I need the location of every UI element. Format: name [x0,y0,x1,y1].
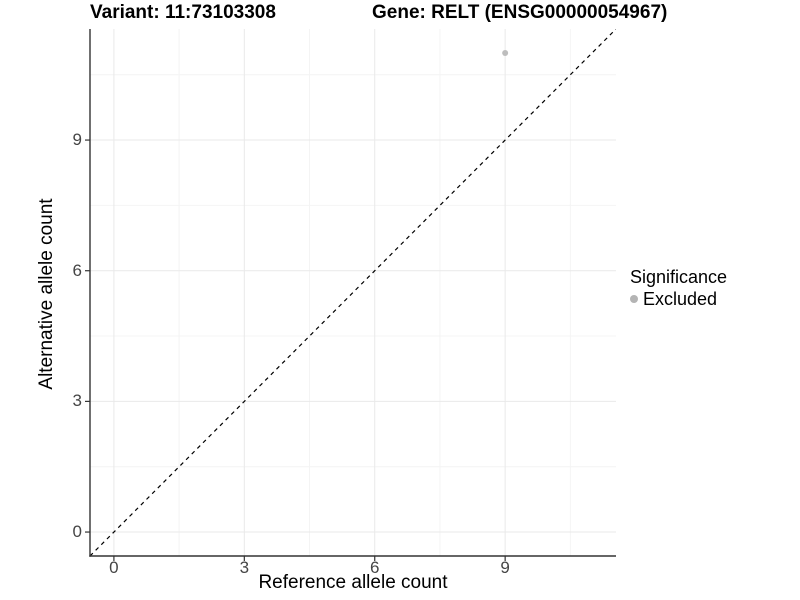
x-tick-label: 3 [239,558,250,577]
legend-item-label: Excluded [643,289,718,309]
plot-title-variant: Variant: 11:73103308 [90,2,276,23]
identity-dashed-line [90,29,616,556]
legend: Significance Excluded [630,266,727,310]
legend-point-icon [630,295,638,303]
legend-items: Excluded [630,288,727,310]
x-axis-title: Reference allele count [258,572,448,593]
data-point[interactable] [502,49,509,56]
y-tick-label: 3 [72,391,82,411]
y-tick-label: 0 [72,522,82,542]
x-tick-label: 6 [370,558,380,577]
plot-title-gene: Gene: RELT (ENSG00000054967) [372,2,668,23]
legend-item[interactable]: Excluded [630,288,727,310]
x-tick-label: 0 [109,558,119,577]
y-tick-label: 6 [72,260,82,280]
y-tick-label: 9 [72,130,82,150]
legend-title: Significance [630,267,728,287]
x-tick-label: 9 [500,558,510,577]
y-axis-title: Alternative allele count [36,198,57,390]
